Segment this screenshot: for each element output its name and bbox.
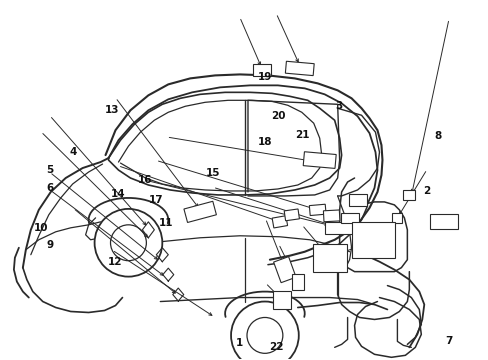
Text: 13: 13 <box>104 105 119 115</box>
Bar <box>340 213 358 223</box>
Text: 17: 17 <box>148 195 163 205</box>
Bar <box>309 204 325 216</box>
Bar <box>303 152 336 168</box>
Bar <box>272 291 290 309</box>
Bar <box>323 210 339 222</box>
Circle shape <box>110 225 146 261</box>
Circle shape <box>94 209 162 276</box>
Bar <box>348 194 366 206</box>
Text: 14: 14 <box>110 189 125 199</box>
Text: 18: 18 <box>258 137 272 147</box>
Text: 1: 1 <box>236 338 243 348</box>
Text: 2: 2 <box>423 186 430 196</box>
Bar <box>183 201 216 222</box>
Bar <box>285 61 314 76</box>
Text: 21: 21 <box>294 130 308 140</box>
Text: 20: 20 <box>271 111 285 121</box>
Text: 9: 9 <box>46 239 53 249</box>
Bar <box>273 257 295 283</box>
Bar <box>403 190 414 200</box>
Text: 3: 3 <box>334 102 342 112</box>
Text: 22: 22 <box>268 342 283 352</box>
Bar <box>429 214 457 229</box>
Text: 5: 5 <box>46 165 53 175</box>
Text: 12: 12 <box>108 257 122 267</box>
Text: 11: 11 <box>159 218 173 228</box>
Text: 19: 19 <box>258 72 272 82</box>
Text: 8: 8 <box>434 131 441 141</box>
Bar <box>392 213 402 223</box>
Text: 10: 10 <box>34 224 48 233</box>
Text: 4: 4 <box>69 147 77 157</box>
Text: 15: 15 <box>205 168 220 178</box>
Bar <box>351 222 395 258</box>
Bar <box>291 274 303 289</box>
Bar <box>312 244 346 272</box>
Bar <box>324 222 354 234</box>
Text: 16: 16 <box>137 175 152 185</box>
Text: 6: 6 <box>46 183 53 193</box>
Bar <box>252 64 270 76</box>
Bar <box>284 209 299 221</box>
Text: 7: 7 <box>445 336 452 346</box>
Circle shape <box>230 302 298 360</box>
Circle shape <box>246 318 282 353</box>
Bar <box>272 216 287 228</box>
